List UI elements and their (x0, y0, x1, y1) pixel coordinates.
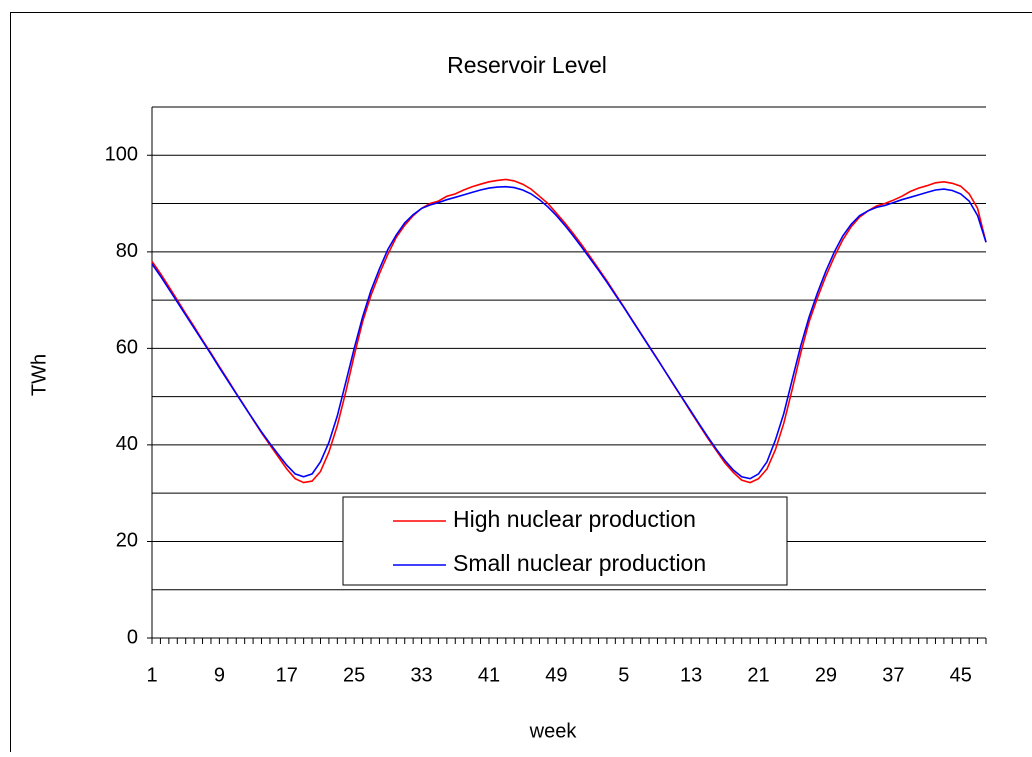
x-tick-label: 45 (950, 664, 972, 686)
y-axis-label: TWh (28, 354, 50, 396)
x-tick-label: 25 (343, 664, 365, 686)
y-tick-label: 100 (105, 144, 138, 166)
x-tick-label: 21 (747, 664, 769, 686)
y-tick-label: 80 (116, 240, 138, 262)
x-tick-label: 29 (815, 664, 837, 686)
y-tick-label: 60 (116, 337, 138, 359)
x-axis-label: week (529, 720, 578, 742)
y-tick-label: 40 (116, 433, 138, 455)
x-tick-label: 33 (410, 664, 432, 686)
legend-label: High nuclear production (453, 506, 696, 532)
x-tick-label: 1 (146, 664, 157, 686)
x-tick-label: 37 (882, 664, 904, 686)
chart-title: Reservoir Level (447, 52, 607, 78)
x-tick-label: 5 (618, 664, 629, 686)
chart-frame (11, 13, 1032, 753)
x-tick-label: 41 (478, 664, 500, 686)
x-tick-label: 13 (680, 664, 702, 686)
x-tick-label: 9 (214, 664, 225, 686)
y-tick-label: 20 (116, 530, 138, 552)
legend-label: Small nuclear production (453, 550, 706, 576)
y-tick-label: 0 (127, 626, 138, 648)
x-tick-label: 17 (276, 664, 298, 686)
x-tick-label: 49 (545, 664, 567, 686)
